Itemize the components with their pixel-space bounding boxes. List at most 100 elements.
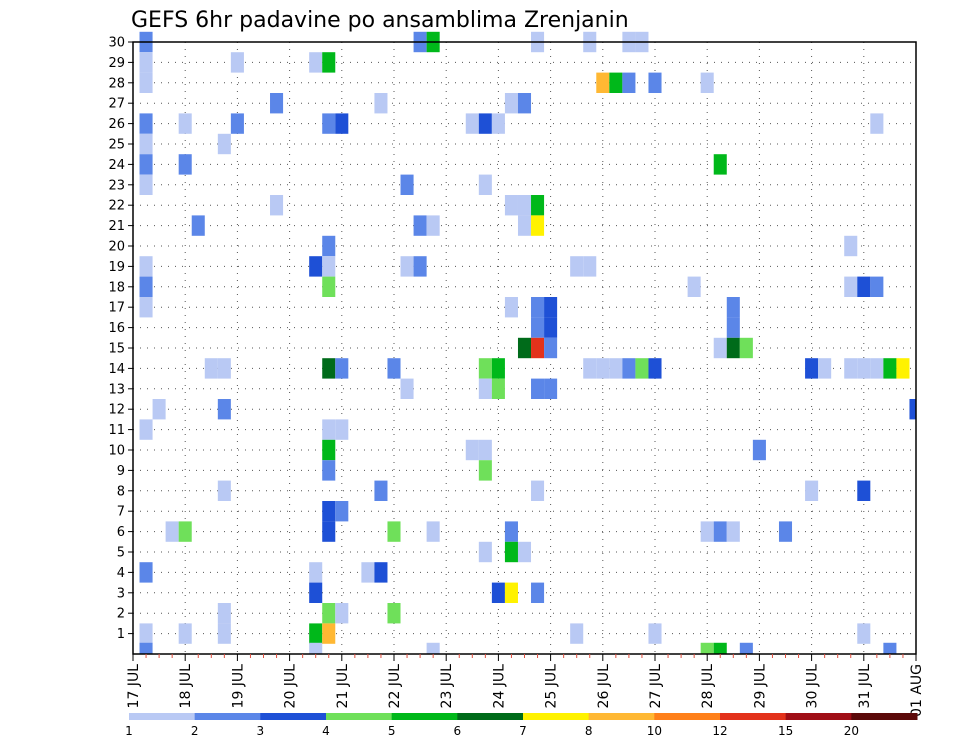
precip-cell xyxy=(178,113,192,134)
precip-cell xyxy=(478,378,492,399)
precip-cell xyxy=(583,358,597,379)
precip-cell xyxy=(322,521,336,542)
precip-cell xyxy=(478,439,492,461)
y-tick-label: 24 xyxy=(108,158,125,173)
x-tick-label: 31 JUL xyxy=(857,664,873,709)
precip-cell xyxy=(309,256,323,277)
precip-cell xyxy=(778,521,793,542)
precip-cell xyxy=(139,72,153,93)
precip-cell xyxy=(531,582,545,603)
x-tick-label: 17 JUL xyxy=(126,664,142,709)
y-tick-label: 28 xyxy=(108,76,125,91)
precip-cell xyxy=(322,52,336,73)
legend-label: 8 xyxy=(585,724,593,738)
y-tick-label: 18 xyxy=(108,280,125,295)
precip-cell xyxy=(400,378,414,399)
precip-cell xyxy=(844,276,858,297)
precip-cell xyxy=(178,623,192,644)
y-tick-label: 25 xyxy=(108,138,125,153)
precip-cell xyxy=(570,623,584,644)
precip-cell xyxy=(478,174,492,195)
precip-cell xyxy=(465,113,479,134)
precip-cell xyxy=(883,642,897,654)
precip-cell xyxy=(609,72,623,93)
precip-cell xyxy=(322,419,336,440)
precip-cell xyxy=(517,93,532,114)
precip-cell xyxy=(687,276,701,297)
y-tick-label: 14 xyxy=(108,362,125,377)
precip-cell xyxy=(883,358,897,379)
x-tick-label: 26 JUL xyxy=(596,664,612,709)
precip-cell xyxy=(387,603,401,624)
precip-cell xyxy=(322,603,336,624)
precip-cell xyxy=(413,256,427,277)
legend-label: 15 xyxy=(778,724,793,738)
precip-cell xyxy=(805,480,819,501)
x-tick-label: 28 JUL xyxy=(700,664,716,709)
y-tick-label: 13 xyxy=(108,382,125,397)
y-tick-label: 1 xyxy=(117,627,125,642)
color-legend: 1 2 3 4 5 6 7 8 10 12 15 20 xyxy=(125,713,918,738)
precip-cell xyxy=(700,72,714,93)
precip-cell xyxy=(322,256,336,277)
precip-cell xyxy=(230,52,244,73)
legend-swatch xyxy=(588,713,655,720)
precip-cell xyxy=(335,358,349,379)
legend-swatch xyxy=(654,713,721,720)
precip-cell xyxy=(139,256,153,277)
precip-cell xyxy=(139,154,153,175)
precip-cell xyxy=(217,603,231,624)
precip-cell xyxy=(230,113,244,134)
x-tick-label: 01 AUG xyxy=(909,664,925,717)
precip-cell xyxy=(335,603,349,624)
legend-label: 7 xyxy=(519,724,527,738)
precip-cell xyxy=(491,378,505,399)
precip-cell xyxy=(322,501,336,522)
legend-label: 12 xyxy=(712,724,727,738)
x-tick-label: 25 JUL xyxy=(544,664,560,709)
precip-cell xyxy=(739,642,753,654)
precip-cell xyxy=(544,337,558,359)
precip-cell xyxy=(139,297,153,318)
precip-cell xyxy=(700,521,714,542)
precip-cell xyxy=(570,256,584,277)
precip-cell xyxy=(504,297,518,318)
precip-cell xyxy=(309,623,323,644)
precip-cell xyxy=(544,378,558,399)
x-tick-label: 18 JUL xyxy=(178,664,194,709)
precip-cell xyxy=(870,276,884,297)
legend-swatch xyxy=(260,713,327,720)
precip-cell xyxy=(504,93,518,114)
legend-swatch xyxy=(523,713,590,720)
precip-cell xyxy=(270,195,284,216)
precip-cell xyxy=(857,358,871,379)
y-tick-label: 19 xyxy=(108,260,125,275)
precip-cell xyxy=(870,358,884,379)
precip-cell xyxy=(648,623,662,644)
precip-cell xyxy=(583,256,597,277)
precip-cell xyxy=(844,358,858,379)
y-tick-label: 9 xyxy=(117,464,125,479)
precip-cell xyxy=(217,623,231,644)
precip-cell xyxy=(139,113,153,134)
legend-swatch xyxy=(391,713,458,720)
precip-cell xyxy=(139,52,153,73)
precip-cell xyxy=(517,541,532,563)
precip-cell xyxy=(178,154,192,175)
precip-cell xyxy=(322,358,336,379)
precip-cell xyxy=(896,358,910,379)
y-tick-label: 11 xyxy=(108,423,125,438)
precip-cell xyxy=(478,460,492,481)
precip-cell xyxy=(596,72,610,93)
precip-cell xyxy=(139,623,153,644)
legend-label: 5 xyxy=(388,724,396,738)
y-tick-label: 23 xyxy=(108,178,125,193)
legend-swatch xyxy=(720,713,787,720)
precip-cell xyxy=(322,235,336,257)
precip-cell xyxy=(178,521,192,542)
precip-cell xyxy=(805,358,819,379)
precip-cell xyxy=(531,297,545,318)
precip-cell xyxy=(531,215,545,236)
legend-swatch xyxy=(129,713,196,720)
